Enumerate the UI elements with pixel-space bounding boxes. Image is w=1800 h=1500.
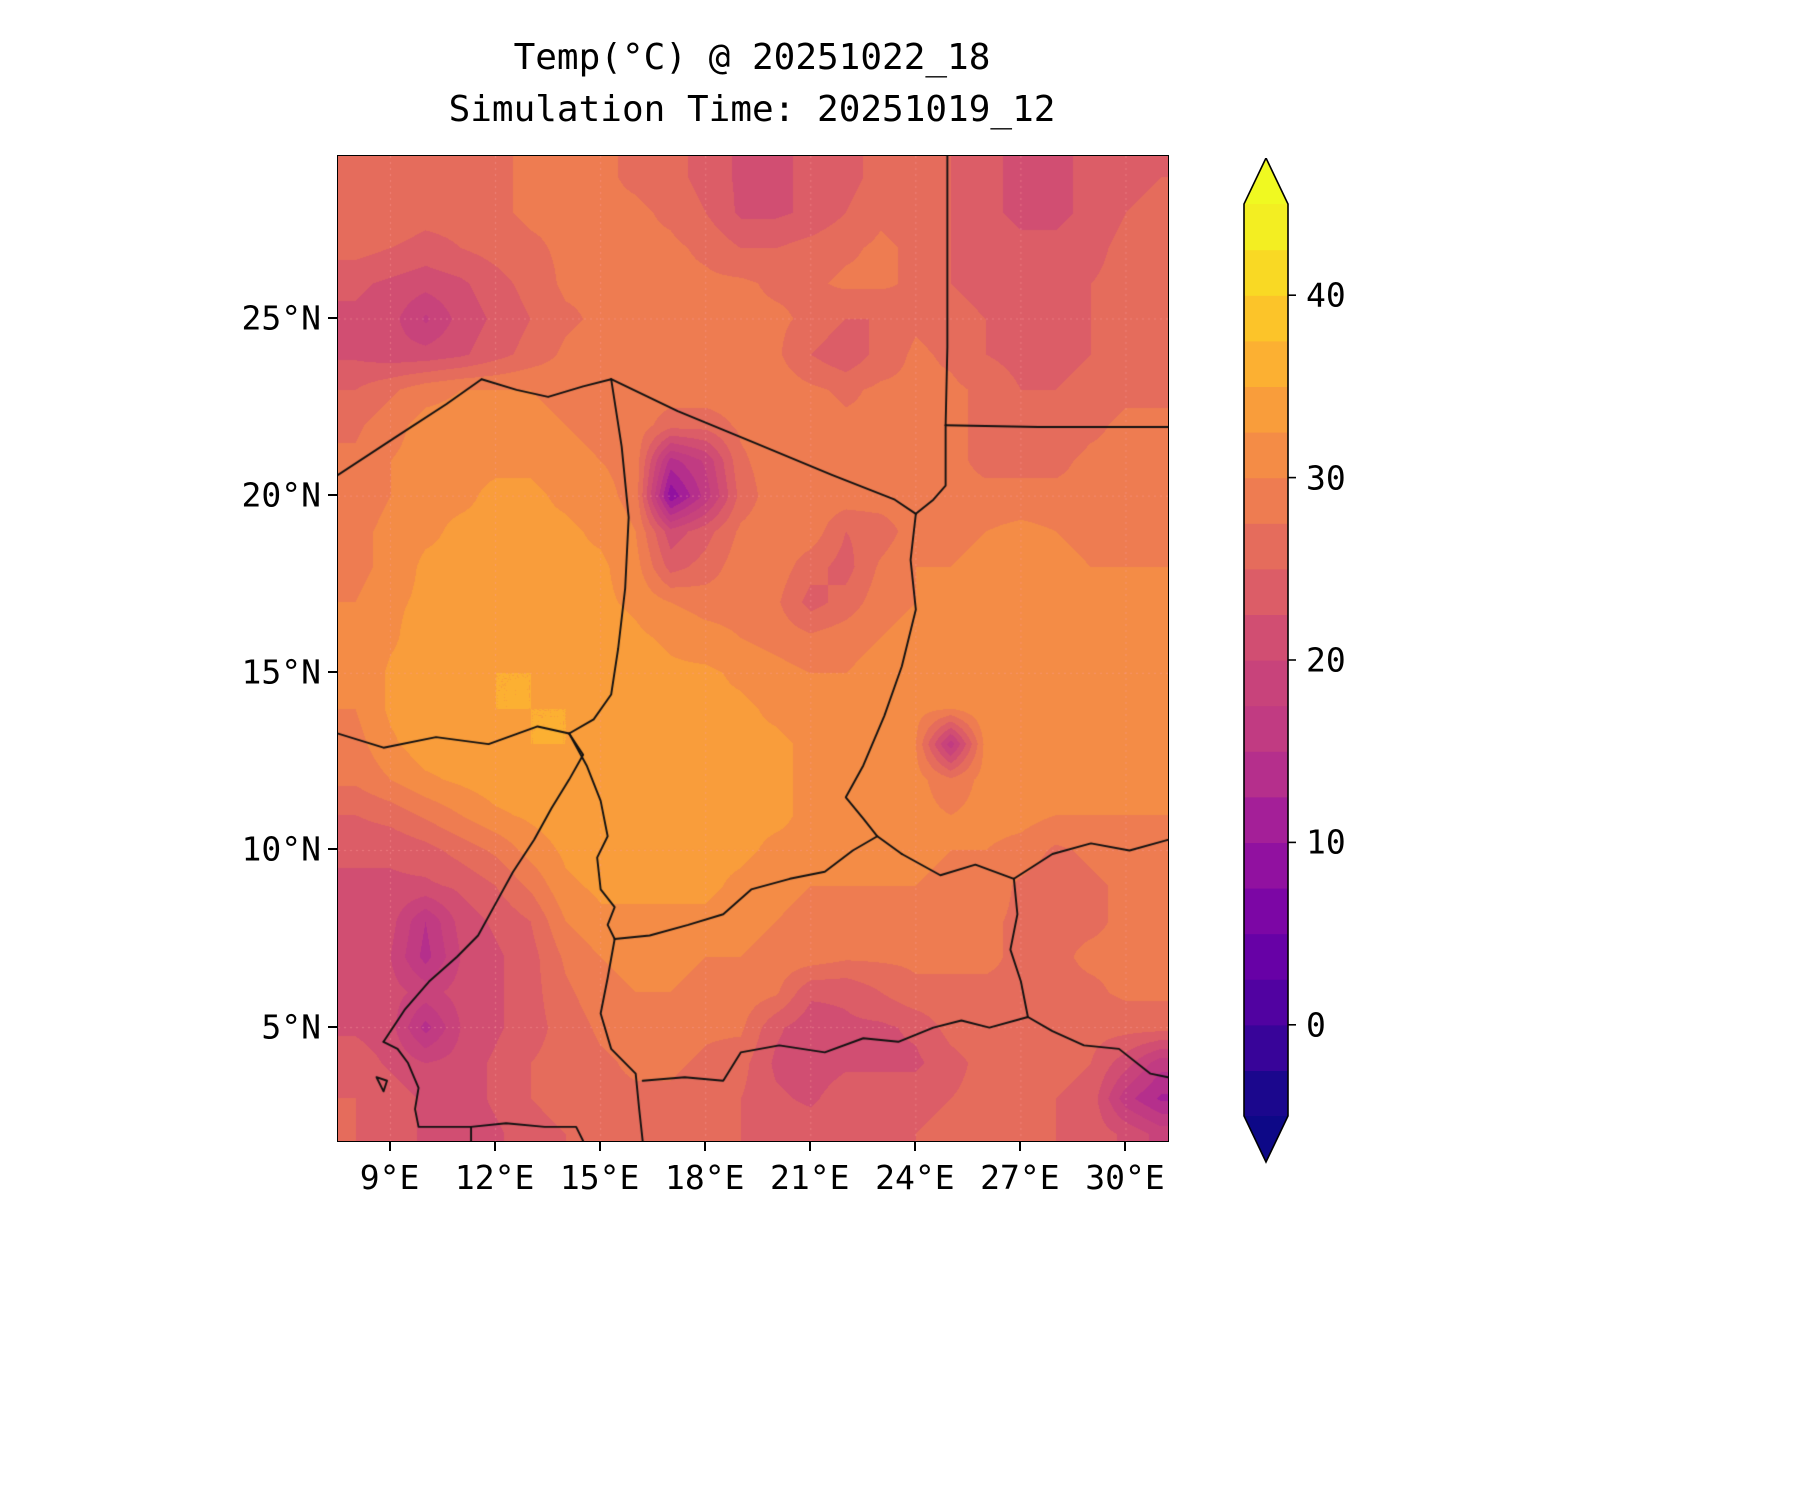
x-axis-tick-label: 12°E [454, 1158, 535, 1197]
plot-title-line-1: Temp(°C) @ 20251022_18 [513, 37, 991, 78]
colorbar-outline [1243, 158, 1289, 1164]
colorbar-band [1244, 842, 1288, 889]
colorbar-band [1244, 477, 1288, 524]
x-axis-tick-label: 30°E [1085, 1158, 1165, 1197]
x-axis-tick [493, 1142, 496, 1151]
x-axis-tick [1123, 1142, 1126, 1151]
y-axis-tick [328, 494, 337, 497]
colorbar-band [1244, 614, 1288, 661]
colorbar-tick-label: 0 [1306, 1005, 1326, 1045]
colorbar [1243, 158, 1296, 1164]
y-axis-tick [328, 1025, 337, 1028]
colorbar-under-arrow [1244, 1116, 1288, 1162]
colorbar-tick-label: 40 [1306, 275, 1346, 315]
colorbar-band [1244, 249, 1288, 296]
colorbar-tick-label: 30 [1306, 458, 1346, 498]
map-plot-frame [337, 155, 1169, 1142]
y-axis-tick-label: 20°N [241, 475, 321, 515]
x-axis-tick [388, 1142, 391, 1151]
colorbar-band [1244, 1070, 1288, 1117]
x-axis-tick-label: 24°E [875, 1158, 955, 1197]
x-axis-tick-label: 9°E [359, 1158, 420, 1197]
colorbar-band [1244, 660, 1288, 707]
x-axis-tick [808, 1142, 811, 1151]
plot-title-line-2: Simulation Time: 20251019_12 [448, 89, 1056, 130]
colorbar-band [1244, 340, 1288, 387]
x-axis-tick-label: 18°E [664, 1158, 745, 1197]
y-axis-tick-label: 5°N [261, 1007, 321, 1047]
colorbar-band [1244, 1024, 1288, 1071]
colorbar-band [1244, 568, 1288, 615]
colorbar-band [1244, 523, 1288, 570]
x-axis-tick [913, 1142, 916, 1151]
colorbar-band [1244, 705, 1288, 752]
x-axis-tick [1018, 1142, 1021, 1151]
colorbar-tick-label: 20 [1306, 640, 1346, 680]
x-axis-tick-label: 27°E [980, 1158, 1060, 1197]
y-axis-tick [328, 848, 337, 851]
x-axis-tick [598, 1142, 601, 1151]
colorbar-band [1244, 933, 1288, 980]
colorbar-band [1244, 295, 1288, 342]
colorbar-band [1244, 888, 1288, 935]
colorbar-band [1244, 751, 1288, 798]
x-axis-tick-label: 15°E [559, 1158, 640, 1197]
colorbar-band [1244, 432, 1288, 479]
colorbar-band [1244, 979, 1288, 1026]
y-axis-tick-label: 15°N [241, 652, 321, 692]
y-axis-tick [328, 316, 337, 319]
temperature-map-canvas [338, 156, 1168, 1141]
colorbar-over-arrow [1244, 158, 1288, 204]
colorbar-band [1244, 386, 1288, 433]
y-axis-tick [328, 671, 337, 674]
x-axis-tick-label: 21°E [770, 1158, 850, 1197]
y-axis-tick-label: 10°N [241, 829, 321, 869]
x-axis-tick [703, 1142, 706, 1151]
y-axis-tick-label: 25°N [241, 298, 321, 338]
colorbar-band [1244, 796, 1288, 843]
colorbar-tick-label: 10 [1306, 822, 1346, 862]
colorbar-band [1244, 204, 1288, 251]
